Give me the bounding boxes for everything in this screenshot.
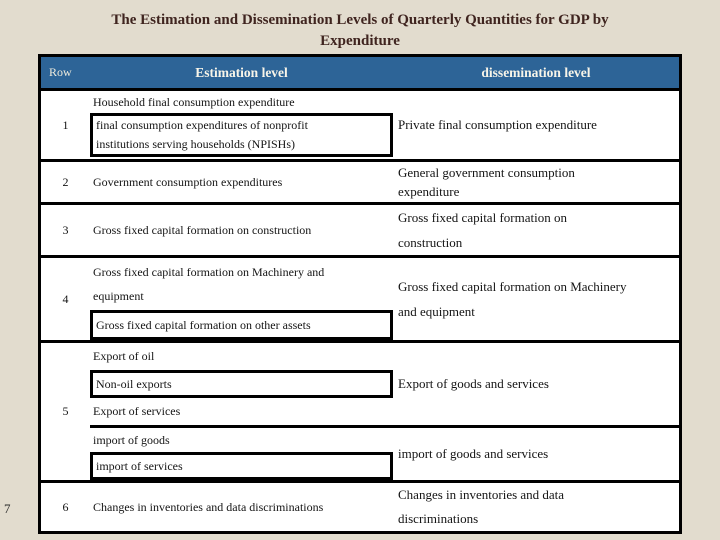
table-row: 3 Gross fixed capital formation on const…	[41, 205, 679, 258]
estimation-item: Changes in inventories and data discrimi…	[93, 499, 324, 514]
dissemination-cell: General government consumption expenditu…	[398, 165, 575, 199]
estimation-item-boxed: Non-oil exports	[90, 370, 393, 398]
table-row: 6 Changes in inventories and data discri…	[41, 483, 679, 531]
estimation-cell-group: Export of oil Non-oil exports Export of …	[90, 343, 393, 480]
gdp-expenditure-table: Row Estimation level dissemination level…	[38, 54, 682, 534]
estimation-item-boxed: final consumption expenditures of nonpro…	[90, 113, 393, 157]
estimation-cell-group: Changes in inventories and data discrimi…	[90, 483, 393, 531]
dissemination-cell: Export of goods and services	[398, 376, 549, 391]
estimation-item-boxed: import of services	[90, 452, 393, 480]
estimation-item: Government consumption expenditures	[93, 174, 283, 189]
row-number: 3	[62, 222, 69, 237]
dissemination-cell: Private final consumption expenditure	[398, 117, 597, 132]
row-number: 1	[62, 117, 69, 132]
estimation-cell-group: Government consumption expenditures	[90, 162, 393, 202]
header-dissemination-level: dissemination level	[481, 64, 591, 80]
row-number: 2	[62, 174, 69, 189]
dissemination-cell: Changes in inventories and data discrimi…	[398, 487, 565, 526]
estimation-item: Export of services	[93, 404, 181, 418]
dissemination-cell: Gross fixed capital formation on Machine…	[398, 279, 627, 319]
header-row-label: Row	[49, 65, 72, 79]
estimation-item: Household final consumption expenditure	[93, 94, 295, 109]
table-header-row: Row Estimation level dissemination level	[41, 57, 679, 91]
estimation-item: Gross fixed capital formation on constru…	[93, 222, 312, 237]
table-row: 5 Export of oil Non-oil exports Export o…	[41, 343, 679, 483]
estimation-cell-group: Gross fixed capital formation on constru…	[90, 205, 393, 255]
table-row: 2 Government consumption expenditures Ge…	[41, 162, 679, 205]
estimation-cell-group: Gross fixed capital formation on Machine…	[90, 258, 393, 340]
header-estimation-level: Estimation level	[195, 64, 288, 80]
estimation-item: import of goods	[93, 432, 170, 447]
dissemination-cell-group: Export of goods and services import of g…	[393, 343, 679, 480]
export-import-divider	[90, 425, 679, 428]
estimation-item-boxed: Gross fixed capital formation on other a…	[90, 310, 393, 340]
slide-title: The Estimation and Dissemination Levels …	[111, 12, 609, 49]
estimation-item: Gross fixed capital formation on Machine…	[93, 265, 325, 303]
estimation-item: Export of oil	[93, 349, 155, 363]
slide-page-number: 7	[4, 501, 11, 516]
dissemination-cell: import of goods and services	[398, 446, 549, 461]
row-number: 4	[62, 291, 69, 306]
row-number: 5	[62, 404, 69, 418]
estimation-cell-group: Household final consumption expenditure …	[90, 91, 393, 159]
dissemination-cell: Gross fixed capital formation on constru…	[398, 210, 567, 250]
table-row: 4 Gross fixed capital formation on Machi…	[41, 258, 679, 343]
row-number: 6	[62, 499, 69, 514]
table-row: 1 Household final consumption expenditur…	[41, 91, 679, 162]
